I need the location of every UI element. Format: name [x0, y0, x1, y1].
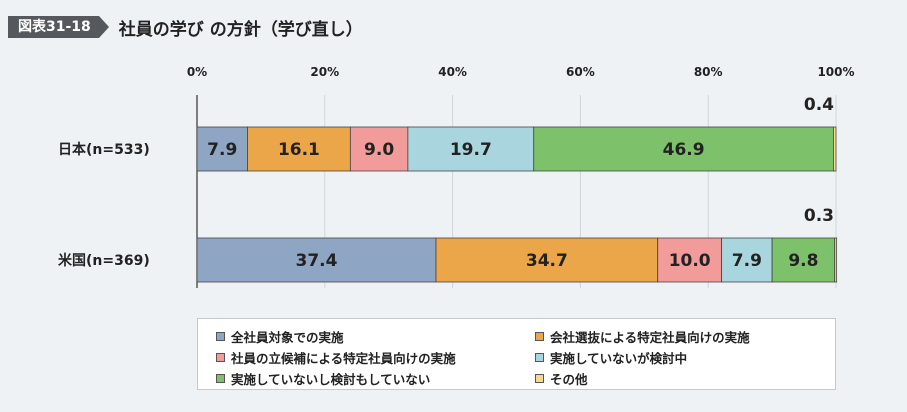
x-tick-label: 80%	[694, 65, 723, 79]
legend-label: 全社員対象での実施	[231, 330, 344, 345]
data-label: 0.4	[804, 95, 834, 115]
bar-segment	[407, 126, 535, 172]
legend-swatch	[216, 353, 225, 362]
legend-label: 実施していないが検討中	[550, 351, 688, 366]
figure-title: 社員の学び の方針（学び直し）	[118, 19, 363, 40]
x-tick-label: 20%	[310, 65, 339, 79]
data-label: 9.8	[788, 251, 818, 271]
bar-segment	[771, 237, 836, 283]
bar-segment	[349, 126, 409, 172]
category-label: 日本(n=533)	[58, 141, 150, 158]
legend-swatch	[216, 332, 225, 341]
figure-label-arrow-icon	[98, 16, 109, 38]
data-label: 0.3	[804, 206, 834, 226]
bar-segment	[657, 237, 723, 283]
legend-label: 社員の立候補による特定社員向けの実施	[231, 351, 456, 366]
legend-item: 実施していないが検討中	[535, 348, 687, 367]
data-label: 10.0	[669, 251, 711, 271]
legend-swatch	[535, 332, 544, 341]
legend-label: 会社選抜による特定社員向けの実施	[550, 330, 750, 345]
x-tick-label: 60%	[566, 65, 595, 79]
data-label: 37.4	[296, 251, 338, 271]
data-label: 46.9	[663, 140, 705, 160]
category-label: 米国(n=369)	[58, 252, 150, 269]
x-tick-label: 40%	[438, 65, 467, 79]
figure-header: 図表31-18 社員の学び の方針（学び直し）	[8, 14, 363, 40]
legend-item: 全社員対象での実施	[216, 327, 344, 346]
legend-item: 会社選抜による特定社員向けの実施	[535, 327, 750, 346]
data-label: 9.0	[364, 140, 394, 160]
figure-label: 図表31-18	[8, 16, 99, 38]
data-label: 16.1	[278, 140, 320, 160]
bar-segment	[196, 126, 248, 172]
legend-item: 社員の立候補による特定社員向けの実施	[216, 348, 456, 367]
bar-segment	[435, 237, 659, 283]
bar-segment	[834, 237, 838, 283]
bar-segment	[196, 237, 437, 283]
data-label: 19.7	[450, 140, 492, 160]
legend-swatch	[216, 374, 225, 383]
bar-segment	[247, 126, 351, 172]
data-label: 7.9	[732, 251, 762, 271]
x-tick-label: 0%	[187, 65, 207, 79]
legend-item: その他	[535, 369, 588, 388]
legend-item: 実施していないし検討もしていない	[216, 369, 430, 388]
bar-segment	[833, 126, 837, 172]
bar-segment	[721, 237, 773, 283]
legend-label: その他	[550, 372, 588, 387]
legend-swatch	[535, 374, 544, 383]
legend-swatch	[535, 353, 544, 362]
data-label: 7.9	[207, 140, 237, 160]
x-tick-label: 100%	[817, 65, 854, 79]
legend-label: 実施していないし検討もしていない	[231, 372, 431, 387]
data-label: 34.7	[526, 251, 568, 271]
legend: 全社員対象での実施 会社選抜による特定社員向けの実施 社員の立候補による特定社員…	[197, 318, 836, 390]
